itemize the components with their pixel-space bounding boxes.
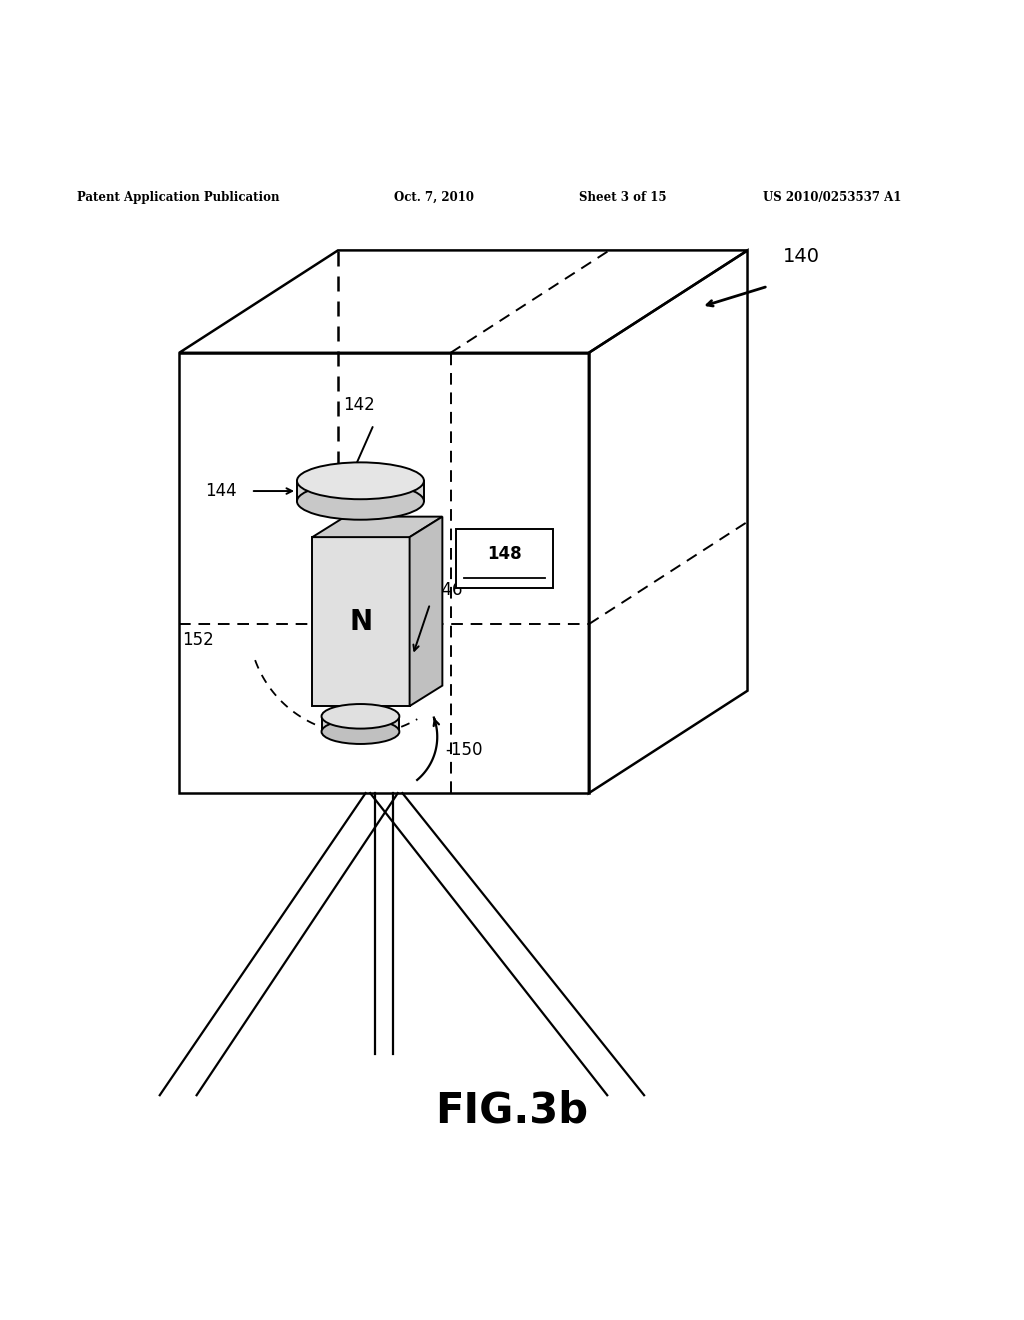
Text: 152: 152 [182,631,214,648]
Text: 140: 140 [783,247,820,265]
Polygon shape [312,516,442,537]
Polygon shape [297,480,424,502]
Polygon shape [312,537,410,706]
Polygon shape [351,502,370,516]
Polygon shape [322,717,399,731]
Text: US 2010/0253537 A1: US 2010/0253537 A1 [763,190,901,203]
Ellipse shape [297,483,424,520]
FancyBboxPatch shape [456,529,553,589]
Text: N: N [349,607,373,636]
Text: 144: 144 [205,482,237,500]
Text: Oct. 7, 2010: Oct. 7, 2010 [394,190,474,203]
Text: FIG.3b: FIG.3b [435,1089,589,1131]
Text: -146: -146 [425,581,463,598]
Text: Patent Application Publication: Patent Application Publication [77,190,280,203]
Polygon shape [410,516,442,706]
Text: 142: 142 [343,396,375,414]
Text: -150: -150 [445,741,483,759]
Ellipse shape [322,704,399,729]
Text: 148: 148 [487,545,521,562]
Text: Sheet 3 of 15: Sheet 3 of 15 [579,190,666,203]
Ellipse shape [297,462,424,499]
Ellipse shape [322,719,399,744]
